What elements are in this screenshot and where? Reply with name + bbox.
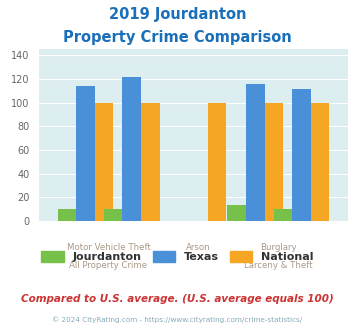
Bar — [246, 84, 264, 221]
Bar — [264, 103, 283, 221]
Text: Larceny & Theft: Larceny & Theft — [244, 261, 313, 270]
Bar — [58, 209, 76, 221]
Text: Motor Vehicle Theft: Motor Vehicle Theft — [67, 244, 151, 252]
Text: Arson: Arson — [186, 244, 211, 252]
Legend: Jourdanton, Texas, National: Jourdanton, Texas, National — [37, 247, 318, 267]
Bar — [76, 86, 95, 221]
Bar — [208, 103, 226, 221]
Text: 2019 Jourdanton: 2019 Jourdanton — [109, 7, 246, 21]
Bar — [311, 103, 329, 221]
Bar — [95, 103, 113, 221]
Text: Compared to U.S. average. (U.S. average equals 100): Compared to U.S. average. (U.S. average … — [21, 294, 334, 304]
Text: All Property Crime: All Property Crime — [70, 261, 148, 270]
Bar — [228, 205, 246, 221]
Text: © 2024 CityRating.com - https://www.cityrating.com/crime-statistics/: © 2024 CityRating.com - https://www.city… — [53, 317, 302, 323]
Bar — [141, 103, 159, 221]
Bar — [122, 77, 141, 221]
Bar — [104, 209, 122, 221]
Text: Property Crime Comparison: Property Crime Comparison — [63, 30, 292, 45]
Bar — [292, 88, 311, 221]
Bar — [274, 209, 292, 221]
Text: Burglary: Burglary — [260, 244, 297, 252]
